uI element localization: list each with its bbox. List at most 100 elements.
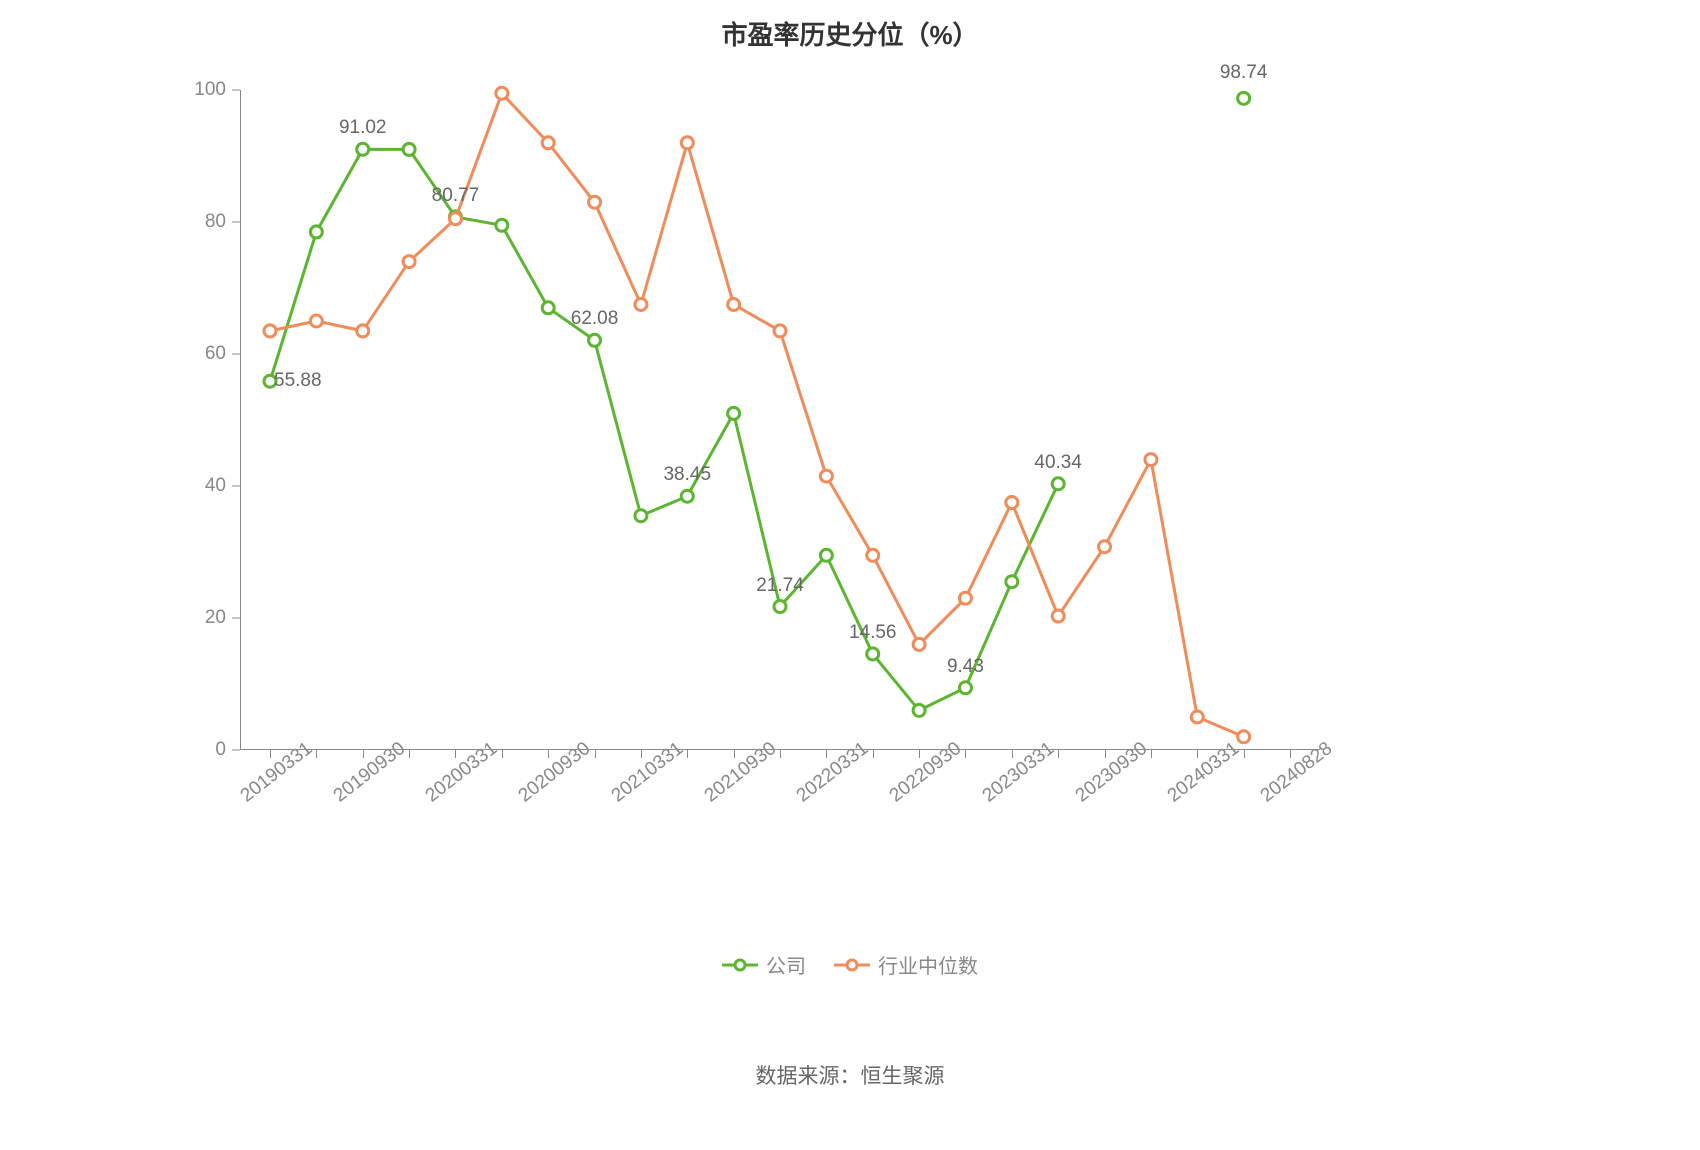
legend-circle-icon xyxy=(846,958,859,971)
x-tick xyxy=(595,750,596,758)
y-tick xyxy=(232,90,240,91)
series-marker[interactable] xyxy=(264,325,276,337)
x-tick xyxy=(873,750,874,758)
y-tick xyxy=(232,618,240,619)
chart-title: 市盈率历史分位（%） xyxy=(0,15,1700,52)
x-tick xyxy=(1058,750,1059,758)
x-tick xyxy=(1105,750,1106,758)
x-tick xyxy=(548,750,549,758)
x-tick xyxy=(687,750,688,758)
series-line xyxy=(270,93,1244,737)
series-marker[interactable] xyxy=(449,213,461,225)
series-marker[interactable] xyxy=(867,549,879,561)
series-marker[interactable] xyxy=(959,682,971,694)
x-tick xyxy=(965,750,966,758)
data-source: 数据来源：恒生聚源 xyxy=(0,1060,1700,1090)
x-tick xyxy=(780,750,781,758)
data-label: 38.45 xyxy=(663,464,711,486)
series-marker[interactable] xyxy=(1238,92,1250,104)
y-tick xyxy=(232,354,240,355)
x-tick xyxy=(1012,750,1013,758)
series-marker[interactable] xyxy=(728,299,740,311)
series-marker[interactable] xyxy=(913,638,925,650)
series-marker[interactable] xyxy=(913,704,925,716)
legend-label: 公司 xyxy=(766,950,806,979)
y-tick-label: 80 xyxy=(205,211,226,233)
series-line xyxy=(270,149,1058,710)
series-marker[interactable] xyxy=(635,510,647,522)
series-marker[interactable] xyxy=(681,137,693,149)
series-marker[interactable] xyxy=(403,143,415,155)
y-tick-label: 40 xyxy=(205,475,226,497)
plot-area: 0204060801002019033120190930202003312020… xyxy=(240,90,1320,750)
data-label: 21.74 xyxy=(756,575,804,597)
series-marker[interactable] xyxy=(403,256,415,268)
x-tick xyxy=(409,750,410,758)
data-label: 98.74 xyxy=(1220,62,1268,84)
series-marker[interactable] xyxy=(1052,478,1064,490)
data-label: 9.43 xyxy=(947,656,984,678)
y-tick xyxy=(232,750,240,751)
series-marker[interactable] xyxy=(867,648,879,660)
legend: 公司 行业中位数 xyxy=(0,950,1700,979)
x-tick xyxy=(363,750,364,758)
x-tick xyxy=(641,750,642,758)
legend-circle-icon xyxy=(734,958,747,971)
series-marker[interactable] xyxy=(959,592,971,604)
series-marker[interactable] xyxy=(542,302,554,314)
x-tick xyxy=(1244,750,1245,758)
data-label: 55.88 xyxy=(274,370,322,392)
data-label: 14.56 xyxy=(849,622,897,644)
x-tick xyxy=(316,750,317,758)
series-marker[interactable] xyxy=(357,325,369,337)
series-marker[interactable] xyxy=(774,325,786,337)
series-marker[interactable] xyxy=(1052,610,1064,622)
series-marker[interactable] xyxy=(496,219,508,231)
x-tick xyxy=(1151,750,1152,758)
series-marker[interactable] xyxy=(589,196,601,208)
series-marker[interactable] xyxy=(1191,711,1203,723)
series-marker[interactable] xyxy=(1099,541,1111,553)
y-tick-label: 100 xyxy=(194,79,226,101)
series-marker[interactable] xyxy=(310,315,322,327)
series-marker[interactable] xyxy=(820,549,832,561)
x-tick xyxy=(502,750,503,758)
series-marker[interactable] xyxy=(1006,497,1018,509)
legend-item-industry[interactable]: 行业中位数 xyxy=(834,950,978,979)
series-marker[interactable] xyxy=(357,143,369,155)
x-tick xyxy=(1290,750,1291,758)
series-marker[interactable] xyxy=(728,407,740,419)
series-marker[interactable] xyxy=(542,137,554,149)
series-marker[interactable] xyxy=(310,226,322,238)
chart-svg xyxy=(240,90,1320,750)
series-marker[interactable] xyxy=(681,490,693,502)
y-tick-label: 60 xyxy=(205,343,226,365)
series-marker[interactable] xyxy=(589,334,601,346)
x-tick xyxy=(919,750,920,758)
data-label: 80.77 xyxy=(432,185,480,207)
series-marker[interactable] xyxy=(1145,454,1157,466)
legend-marker-industry xyxy=(834,957,870,973)
data-label: 91.02 xyxy=(339,117,387,139)
x-tick xyxy=(826,750,827,758)
series-marker[interactable] xyxy=(1006,576,1018,588)
y-tick-label: 20 xyxy=(205,607,226,629)
y-tick xyxy=(232,486,240,487)
data-label: 40.34 xyxy=(1034,452,1082,474)
x-tick xyxy=(734,750,735,758)
y-tick xyxy=(232,222,240,223)
x-tick xyxy=(270,750,271,758)
legend-marker-company xyxy=(722,957,758,973)
series-marker[interactable] xyxy=(1238,731,1250,743)
data-label: 62.08 xyxy=(571,308,619,330)
x-tick xyxy=(455,750,456,758)
series-marker[interactable] xyxy=(774,601,786,613)
y-tick-label: 0 xyxy=(215,739,226,761)
series-marker[interactable] xyxy=(635,299,647,311)
legend-item-company[interactable]: 公司 xyxy=(722,950,806,979)
x-tick xyxy=(1197,750,1198,758)
chart-container: 市盈率历史分位（%） 02040608010020190331201909302… xyxy=(0,0,1700,1150)
series-marker[interactable] xyxy=(496,87,508,99)
series-marker[interactable] xyxy=(820,470,832,482)
legend-label: 行业中位数 xyxy=(878,950,978,979)
